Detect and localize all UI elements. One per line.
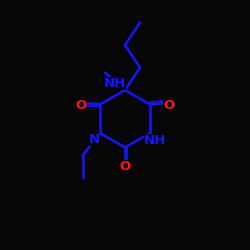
Text: O: O: [163, 99, 174, 112]
Text: N: N: [88, 133, 100, 146]
Text: O: O: [120, 160, 130, 173]
Text: NH: NH: [144, 134, 166, 147]
Text: O: O: [76, 99, 87, 112]
Text: NH: NH: [104, 77, 126, 90]
